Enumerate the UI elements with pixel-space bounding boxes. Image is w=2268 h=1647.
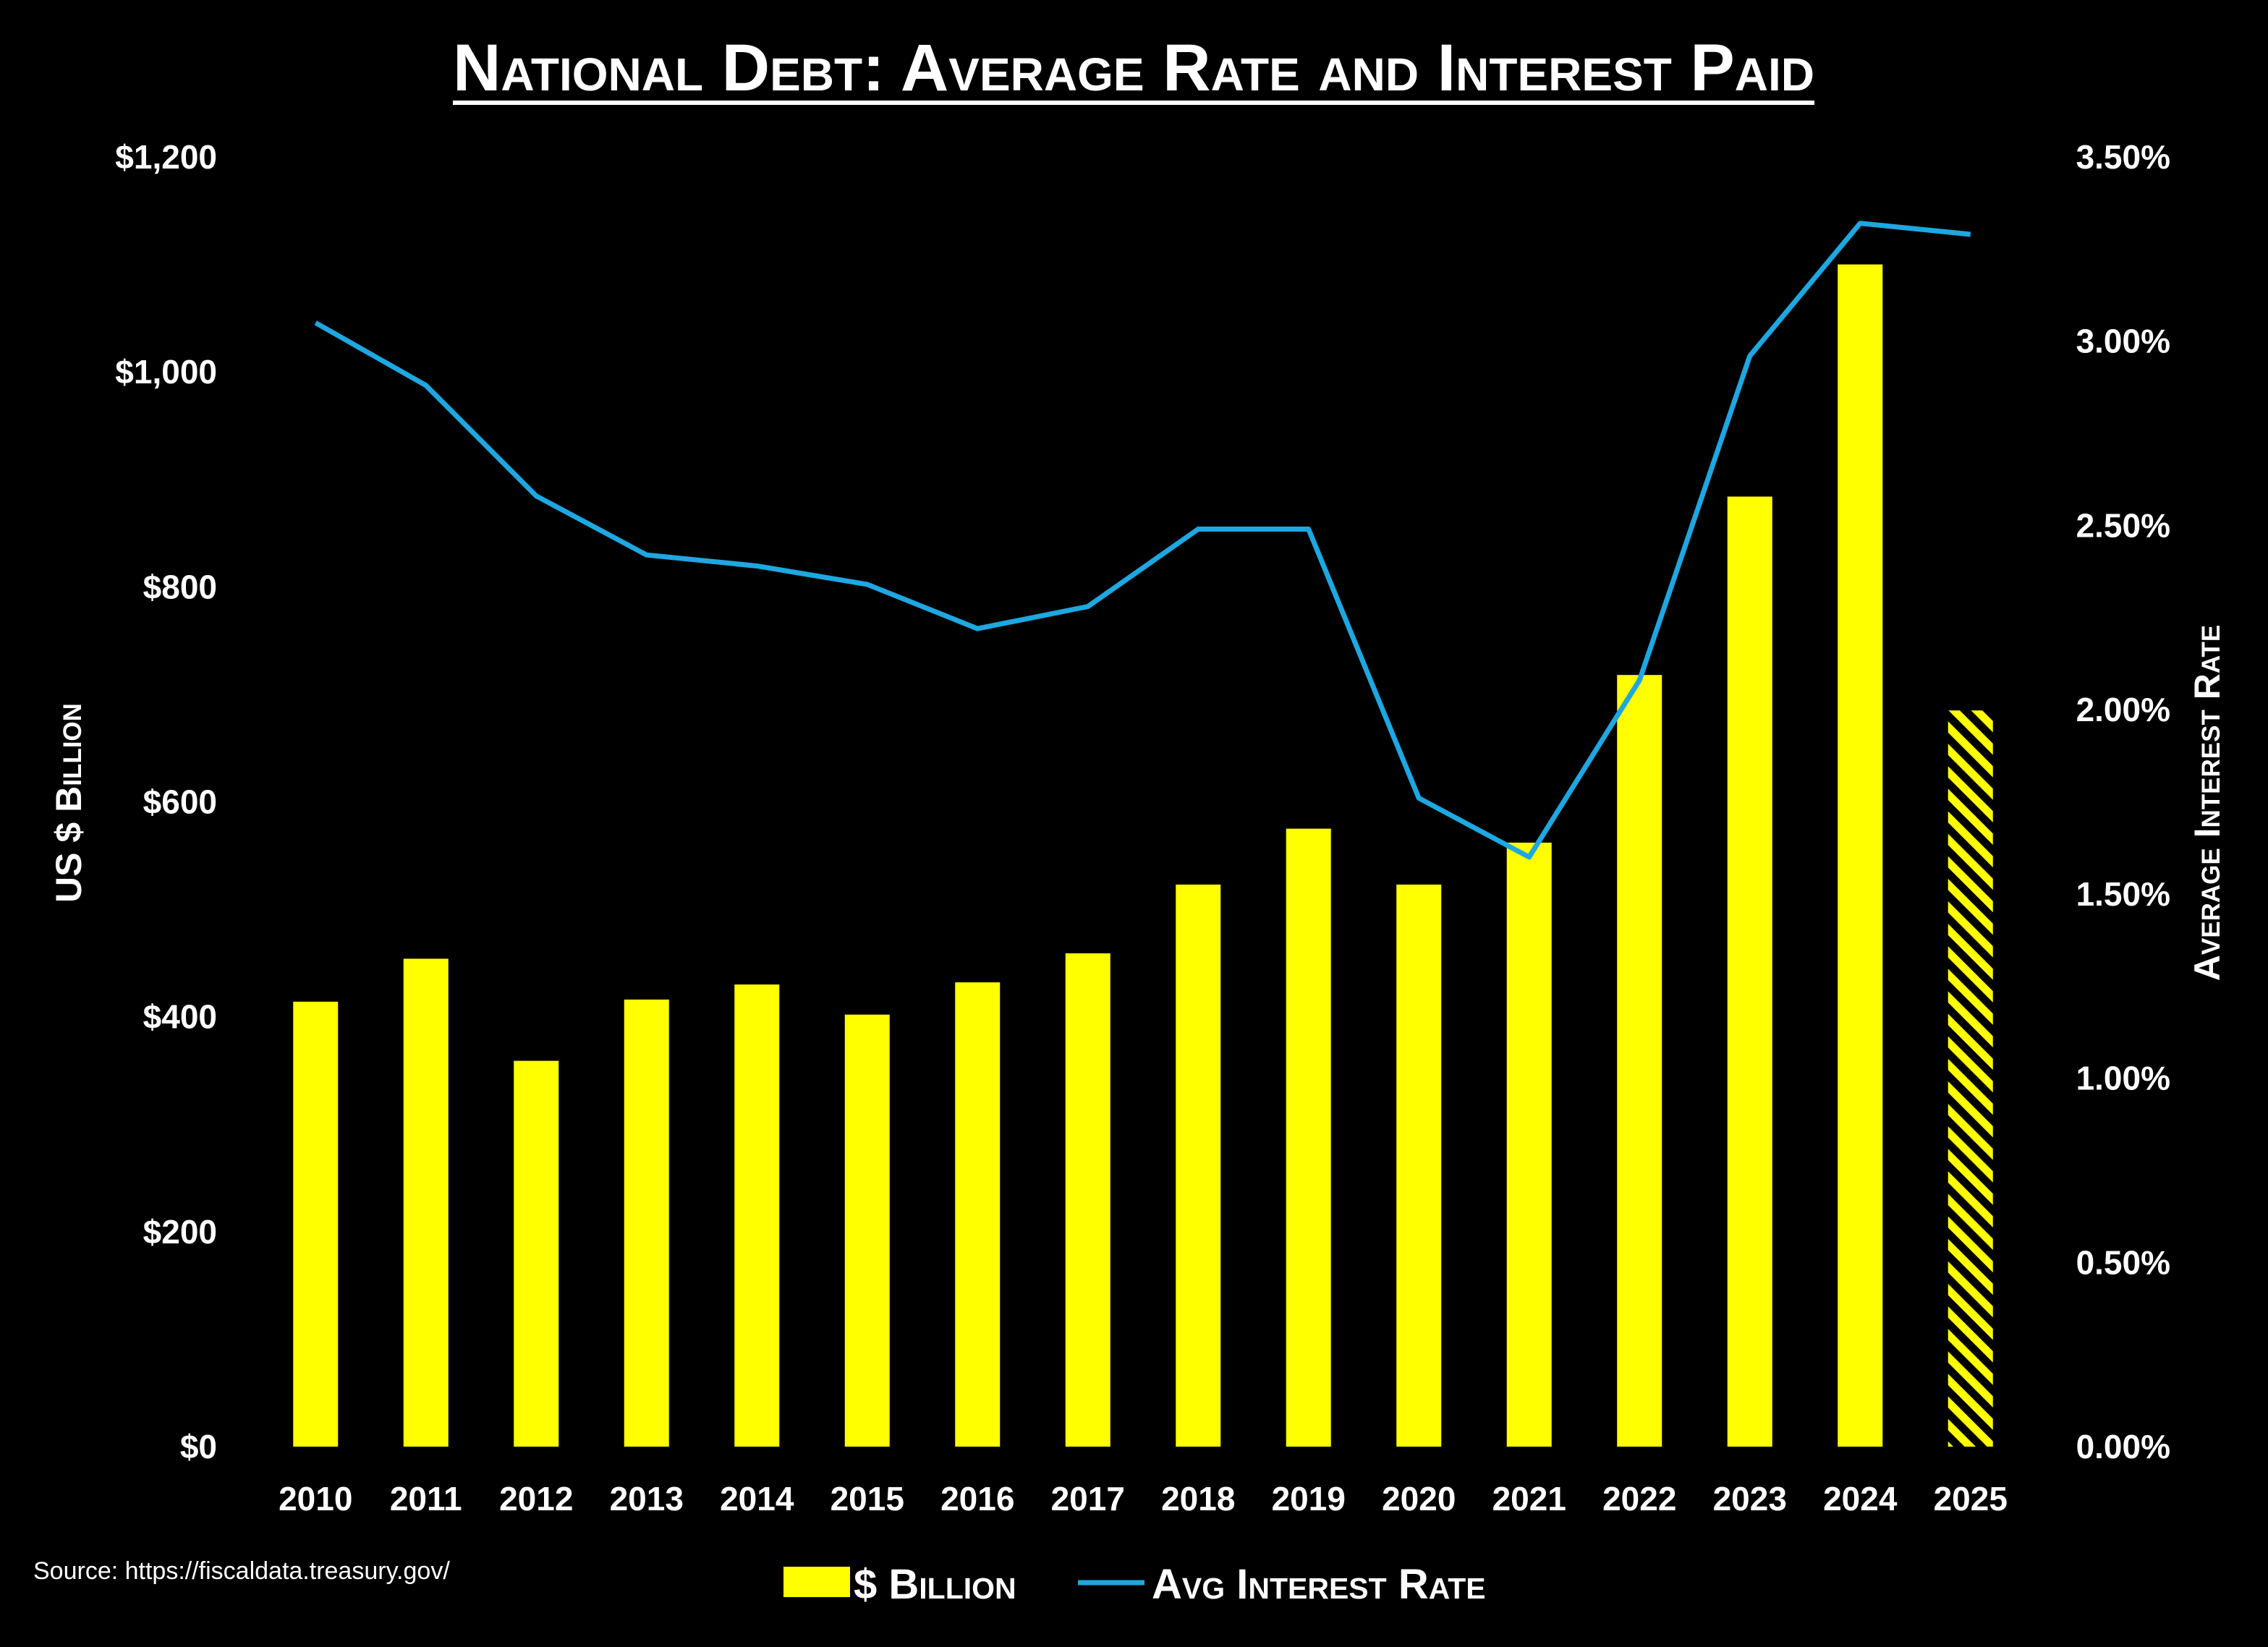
- bar-2015: [844, 1014, 890, 1447]
- bar-2010: [293, 1001, 339, 1447]
- avg-interest-rate-line: [314, 221, 1971, 860]
- y-right-tick-label: 1.00%: [2076, 1060, 2170, 1097]
- y-left-tick-label: $0: [180, 1428, 217, 1465]
- y-left-tick-label: $200: [143, 1213, 217, 1251]
- x-tick-label: 2022: [1602, 1480, 1676, 1518]
- y-right-axis-label: Average Interest Rate: [2187, 625, 2227, 981]
- chart-title: National Debt: Average Rate and Interest…: [453, 31, 1814, 105]
- y-left-tick-label: $1,000: [115, 353, 217, 391]
- y-left-tick-label: $1,200: [115, 138, 217, 176]
- x-tick-label: 2025: [1934, 1480, 2008, 1518]
- x-tick-label: 2020: [1382, 1480, 1456, 1518]
- x-tick-label: 2019: [1272, 1480, 1346, 1518]
- y-right-tick-label: 2.50%: [2076, 506, 2170, 544]
- bar-2019: [1286, 828, 1331, 1447]
- legend: $ Billion Avg Interest Rate: [783, 1561, 1486, 1608]
- legend-label-bars: $ Billion: [854, 1561, 1016, 1608]
- x-axis: 2010 2011 2012 2013 2014 2015 2016 2017 2018 2019…: [279, 1480, 2008, 1518]
- line-series: [314, 221, 1971, 860]
- y-left-axis-label: US $ Billion: [48, 703, 89, 903]
- bar-2014: [734, 984, 780, 1447]
- bar-2021: [1506, 842, 1552, 1447]
- y-left-tick-label: $600: [143, 783, 217, 821]
- bar-2025: [1948, 710, 1993, 1447]
- x-tick-label: 2017: [1051, 1480, 1125, 1518]
- x-tick-label: 2016: [940, 1480, 1014, 1518]
- right-axis: 0.00% 0.50% 1.00% 1.50% 2.00% 2.50% 3.00% 3.50%: [2076, 138, 2170, 1465]
- x-tick-label: 2021: [1492, 1480, 1566, 1518]
- y-right-tick-label: 3.00%: [2076, 323, 2170, 360]
- left-axis: $0 $200 $400 $600 $800 $1,000 $1,200: [115, 138, 217, 1465]
- bar-2016: [955, 982, 1001, 1447]
- x-tick-label: 2024: [1823, 1480, 1898, 1518]
- bar-series: [293, 264, 1993, 1447]
- x-tick-label: 2011: [390, 1480, 462, 1518]
- bar-2012: [514, 1060, 559, 1447]
- x-tick-label: 2015: [831, 1480, 904, 1518]
- x-tick-label: 2014: [720, 1480, 794, 1518]
- x-tick-label: 2010: [279, 1480, 352, 1518]
- y-right-tick-label: 0.50%: [2076, 1243, 2170, 1281]
- legend-swatch-bars: [783, 1567, 850, 1597]
- y-right-tick-label: 3.50%: [2076, 138, 2170, 176]
- bar-2011: [403, 958, 449, 1447]
- bar-2023: [1727, 496, 1772, 1447]
- y-left-tick-label: $400: [143, 998, 217, 1036]
- y-right-tick-label: 2.00%: [2076, 691, 2170, 728]
- source-note: Source: https://fiscaldata.treasury.gov/: [33, 1557, 450, 1585]
- bar-2024: [1838, 264, 1883, 1447]
- bar-2017: [1065, 953, 1110, 1447]
- bar-2013: [624, 999, 669, 1447]
- x-tick-label: 2018: [1161, 1480, 1235, 1518]
- legend-label-line: Avg Interest Rate: [1152, 1561, 1486, 1608]
- y-left-tick-label: $800: [143, 568, 217, 605]
- x-tick-label: 2023: [1713, 1480, 1787, 1518]
- x-tick-label: 2012: [499, 1480, 573, 1518]
- bar-2022: [1617, 675, 1662, 1447]
- bar-2020: [1396, 884, 1442, 1447]
- y-right-tick-label: 1.50%: [2076, 875, 2170, 913]
- bar-2018: [1176, 884, 1221, 1447]
- x-tick-label: 2013: [610, 1480, 684, 1518]
- y-right-tick-label: 0.00%: [2076, 1428, 2170, 1465]
